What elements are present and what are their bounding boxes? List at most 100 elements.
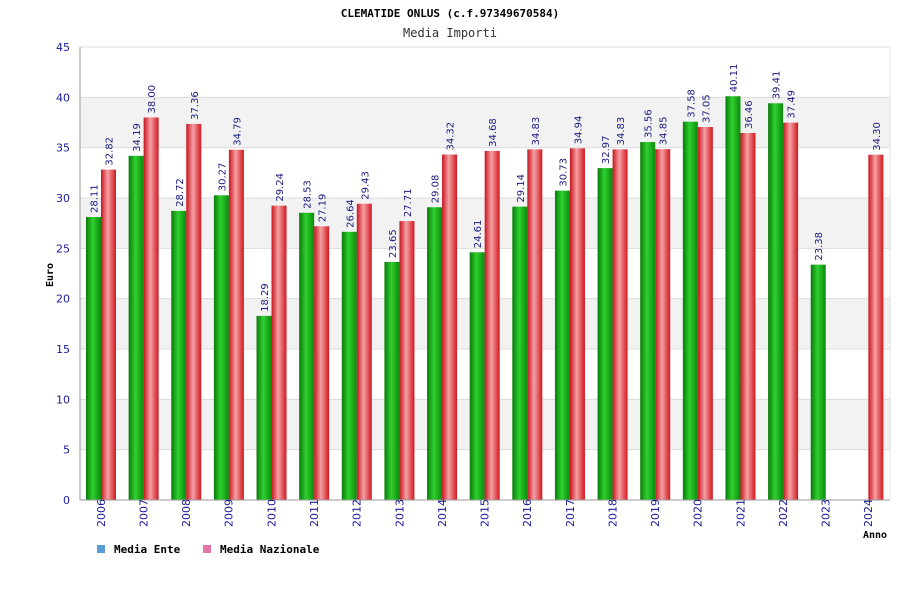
bar-media-ente-2022	[768, 103, 784, 500]
data-label-media-ente-2020: 37.58	[686, 89, 697, 118]
bar-media-nazionale-2019	[655, 149, 671, 500]
legend: Media Ente Media Nazionale	[97, 543, 320, 556]
chart-title: CLEMATIDE ONLUS (c.f.97349670584)	[341, 7, 560, 20]
x-tick-label-2020: 2020	[692, 499, 705, 527]
legend-label-media-nazionale: Media Nazionale	[220, 543, 320, 556]
y-tick-label: 25	[56, 242, 70, 255]
bar-media-ente-2019	[640, 142, 656, 500]
data-label-media-ente-2022: 39.41	[772, 71, 783, 100]
x-axis-label: Anno	[863, 530, 887, 541]
bar-media-nazionale-2009	[228, 149, 244, 500]
data-label-media-nazionale-2018: 34.83	[616, 117, 627, 146]
y-tick-label: 0	[63, 494, 70, 507]
bar-media-nazionale-2011	[314, 226, 330, 500]
data-label-media-ente-2012: 26.64	[345, 199, 356, 228]
x-tick-label-2009: 2009	[223, 499, 236, 527]
bar-media-ente-2010	[256, 315, 272, 500]
bar-media-ente-2012	[341, 231, 357, 500]
bar-media-nazionale-2006	[101, 169, 116, 500]
bar-media-nazionale-2013	[399, 221, 415, 500]
bar-media-ente-2017	[554, 190, 570, 500]
bars	[86, 96, 884, 501]
bar-media-ente-2015	[469, 252, 485, 500]
bar-media-ente-2009	[213, 195, 229, 501]
data-label-media-ente-2021: 40.11	[729, 64, 740, 93]
x-tick-label-2012: 2012	[351, 499, 364, 527]
data-label-media-nazionale-2008: 37.36	[190, 91, 201, 120]
data-label-media-nazionale-2022: 37.49	[787, 90, 798, 119]
data-label-media-ente-2009: 30.27	[217, 163, 228, 192]
x-tick-label-2014: 2014	[436, 499, 449, 527]
bar-media-nazionale-2015	[484, 150, 500, 500]
y-tick-label: 10	[56, 393, 70, 406]
data-label-media-ente-2007: 34.19	[132, 123, 143, 152]
x-tick-label-2006: 2006	[95, 499, 108, 527]
bar-media-ente-2021	[725, 96, 741, 500]
bar-media-nazionale-2022	[783, 122, 799, 500]
data-label-media-nazionale-2024: 34.30	[872, 122, 883, 151]
bar-media-nazionale-2018	[612, 149, 628, 501]
bar-media-ente-2007	[128, 155, 144, 500]
x-tick-label-2022: 2022	[777, 499, 790, 527]
bar-media-nazionale-2007	[143, 117, 159, 500]
data-label-media-nazionale-2015: 34.68	[488, 118, 499, 147]
value-labels: 28.11 32.82 34.19 38.00 28.72 37.36 30.27 34.79…	[90, 64, 883, 312]
data-label-media-ente-2008: 28.72	[175, 178, 186, 207]
chart-subtitle: Media Importi	[403, 26, 497, 40]
y-tick-labels: 0 5 10 15 20 25 30 35 40 45	[56, 41, 70, 507]
bar-media-nazionale-2024	[868, 154, 884, 501]
y-tick-label: 35	[56, 142, 70, 155]
bar-media-ente-2008	[171, 210, 187, 501]
y-tick-label: 5	[63, 444, 70, 457]
data-label-media-ente-2023: 23.38	[814, 232, 825, 261]
x-tick-label-2019: 2019	[649, 499, 662, 527]
data-label-media-ente-2014: 29.08	[431, 175, 442, 204]
data-label-media-ente-2010: 18.29	[260, 283, 271, 312]
data-label-media-nazionale-2011: 27.19	[318, 194, 329, 223]
legend-swatch-media-nazionale	[203, 545, 211, 553]
data-label-media-ente-2016: 29.14	[516, 174, 527, 203]
y-tick-label: 15	[56, 343, 70, 356]
y-tick-label: 30	[56, 192, 70, 205]
data-label-media-nazionale-2010: 29.24	[275, 173, 286, 202]
x-tick-label-2023: 2023	[820, 499, 833, 527]
y-tick-label: 45	[56, 41, 70, 54]
bar-media-nazionale-2021	[740, 132, 756, 500]
x-tick-label-2018: 2018	[606, 499, 619, 527]
data-label-media-nazionale-2019: 34.85	[659, 117, 670, 146]
plot-band	[80, 47, 890, 98]
x-tick-label-2016: 2016	[521, 499, 534, 527]
bar-media-nazionale-2010	[271, 205, 287, 500]
x-tick-label-2015: 2015	[479, 499, 492, 527]
bar-media-nazionale-2017	[569, 148, 585, 500]
x-tick-label-2008: 2008	[180, 499, 193, 527]
data-label-media-nazionale-2013: 27.71	[403, 188, 414, 217]
bar-media-ente-2016	[512, 206, 528, 500]
legend-label-media-ente: Media Ente	[114, 543, 181, 556]
y-tick-label: 40	[56, 91, 70, 104]
data-label-media-nazionale-2017: 34.94	[573, 116, 584, 145]
data-label-media-nazionale-2007: 38.00	[147, 85, 158, 114]
x-tick-label-2013: 2013	[393, 499, 406, 527]
x-tick-label-2010: 2010	[265, 499, 278, 527]
data-label-media-ente-2017: 30.73	[558, 158, 569, 187]
data-label-media-nazionale-2006: 32.82	[105, 137, 116, 166]
x-tick-labels: 2006 2007 2008 2009 2010 2011 2012 2013 2014 2015…	[95, 499, 875, 527]
axes	[79, 47, 891, 501]
bar-media-ente-2011	[299, 212, 315, 500]
x-tick-label-2021: 2021	[734, 499, 747, 527]
data-label-media-nazionale-2020: 37.05	[701, 94, 712, 123]
bar-media-ente-2014	[427, 207, 443, 500]
bar-media-nazionale-2012	[356, 203, 372, 500]
data-label-media-nazionale-2021: 36.46	[744, 100, 755, 129]
y-tick-label: 20	[56, 293, 70, 306]
bar-media-nazionale-2020	[697, 127, 713, 500]
data-label-media-ente-2011: 28.53	[303, 180, 314, 209]
bar-media-ente-2020	[682, 121, 698, 500]
bar-media-ente-2023	[810, 264, 826, 500]
bar-media-ente-2006	[86, 217, 101, 500]
bar-media-ente-2013	[384, 261, 400, 500]
x-tick-label-2017: 2017	[564, 499, 577, 527]
data-label-media-ente-2006: 28.11	[90, 184, 101, 213]
bar-media-nazionale-2016	[527, 149, 543, 501]
